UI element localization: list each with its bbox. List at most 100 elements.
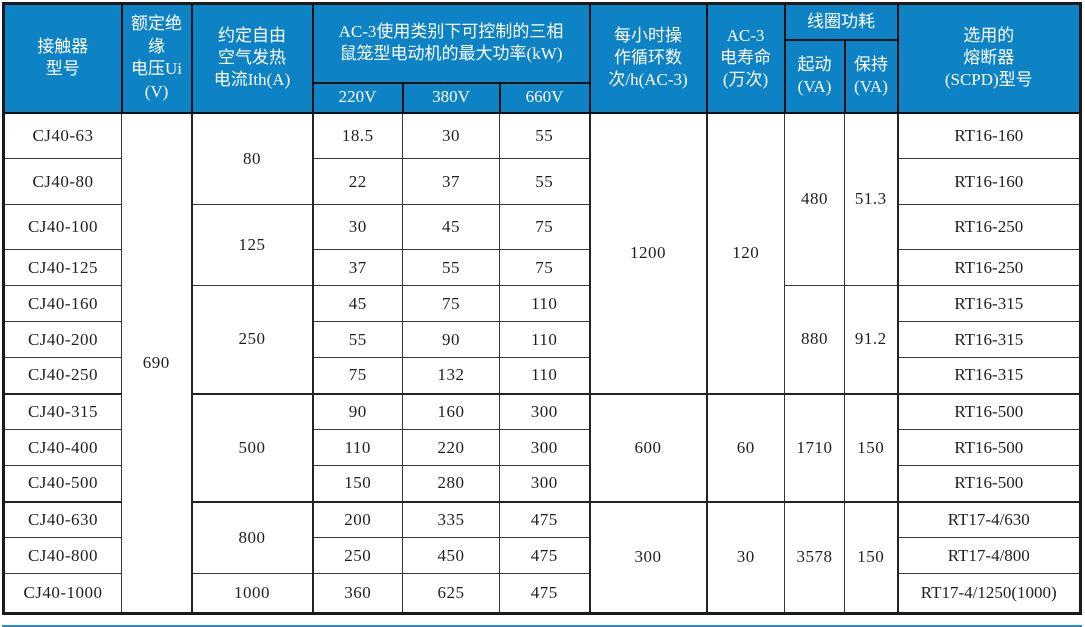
cell-model: CJ40-500 [3,465,122,502]
cell-fuse: RT16-500 [896,392,1082,430]
table-row: CJ40-400 110 220 300 RT16-500 [3,429,1082,466]
cell-power-220: 110 [311,429,403,466]
cell-power-380: 450 [402,537,500,574]
header-fuse: 选用的 熔断器 (SCPD)型号 [896,2,1082,114]
header-660v: 660V [498,81,591,114]
cell-model: CJ40-800 [3,537,122,574]
cell-thermal-current: 1000 [190,573,313,614]
cell-model: CJ40-400 [3,429,122,466]
cell-insulation-voltage: 690 [121,112,192,614]
cell-electrical-life: 60 [705,392,786,502]
cell-power-220: 30 [311,204,403,250]
cell-start-va: 3578 [784,500,846,614]
cell-cycles: 1200 [588,112,708,394]
table-row: CJ40-160 250 45 75 110 880 91.2 RT16-315 [3,285,1082,394]
cell-power-660: 110 [498,285,591,322]
cell-power-220: 360 [311,573,403,614]
header-380v: 380V [401,81,501,114]
table-row: CJ40-250 75 132 110 RT16-315 [3,357,1082,394]
header-coil-power: 线圈功耗 [783,2,899,41]
cell-power-380: 75 [402,285,500,322]
table-row: CJ40-630 800 200 335 475 300 30 3578 150… [3,500,1082,614]
table-row: CJ40-500 150 280 300 RT16-500 [3,465,1082,502]
cell-hold-va: 91.2 [844,285,899,394]
cell-power-660: 300 [498,429,591,466]
header-insulation-voltage: 额定绝缘 电压Ui (V) [120,2,193,114]
cell-fuse: RT16-315 [896,285,1082,322]
cell-start-va: 880 [784,285,846,394]
cell-hold-va: 51.3 [844,112,899,286]
cell-hold-va: 150 [844,500,899,614]
cell-cycles: 600 [588,392,708,502]
cell-power-380: 280 [402,465,500,502]
cell-power-660: 55 [498,158,591,205]
cell-power-660: 110 [498,357,591,394]
table-row: CJ40-1000 1000 360 625 475 RT17-4/1250(1… [3,573,1082,614]
cell-start-va: 480 [784,112,846,286]
cell-power-220: 75 [311,357,403,394]
cell-power-660: 475 [498,500,591,538]
table-row: CJ40-100 125 30 45 75 RT16-250 [3,204,1082,286]
table-row: CJ40-80 22 37 55 RT16-160 [3,158,1082,205]
cell-fuse: RT16-160 [896,112,1082,159]
table-row: CJ40-800 250 450 475 RT17-4/800 [3,537,1082,574]
cell-power-220: 22 [311,158,403,205]
cell-thermal-current: 250 [190,285,313,394]
table-row: CJ40-63 690 80 18.5 30 55 1200 120 480 5… [3,112,1082,614]
cell-power-660: 475 [498,573,591,614]
cell-power-660: 475 [498,537,591,574]
cell-power-220: 37 [311,249,403,286]
cell-power-380: 90 [402,321,500,358]
header-thermal-current: 约定自由 空气发热 电流Ith(A) [190,2,314,114]
cell-electrical-life: 30 [705,500,786,614]
cell-thermal-current: 800 [190,500,313,574]
cell-thermal-current: 500 [190,392,313,502]
cell-model: CJ40-160 [3,285,122,322]
cell-thermal-current: 125 [190,204,313,286]
cell-fuse: RT17-4/1250(1000) [896,573,1082,614]
cell-power-380: 160 [402,392,500,430]
header-ac3-power: AC-3使用类别下可控制的三相 鼠笼型电动机的最大功率(kW) [311,2,591,84]
table-row: CJ40-315 500 90 160 300 600 60 1710 150 … [3,392,1082,502]
cell-model: CJ40-200 [3,321,122,358]
cell-electrical-life: 120 [705,112,786,394]
cell-power-660: 75 [498,249,591,286]
cell-power-220: 45 [311,285,403,322]
cell-model: CJ40-1000 [3,573,122,614]
table-row: CJ40-200 55 90 110 RT16-315 [3,321,1082,358]
cell-model: CJ40-80 [3,158,122,205]
header-electrical-life: AC-3 电寿命 (万次) [705,2,786,114]
cell-power-220: 200 [311,500,403,538]
cell-power-220: 150 [311,465,403,502]
header-220v: 220V [311,81,404,114]
contactor-spec-table: 接触器 型号 额定绝缘 电压Ui (V) 约定自由 空气发热 电流Ith(A) … [2,2,1083,615]
cell-fuse: RT16-250 [896,204,1082,250]
cell-model: CJ40-63 [3,112,122,159]
cell-power-220: 18.5 [311,112,403,159]
cell-fuse: RT16-500 [896,465,1082,502]
cell-power-220: 90 [311,392,403,430]
cell-fuse: RT16-500 [896,429,1082,466]
cell-power-660: 300 [498,465,591,502]
cell-hold-va: 150 [844,392,899,502]
cell-fuse: RT16-250 [896,249,1082,286]
cell-model: CJ40-250 [3,357,122,394]
cell-model: CJ40-630 [3,500,122,538]
bottom-accent-line [2,625,1082,627]
cell-power-380: 625 [402,573,500,614]
cell-power-380: 37 [402,158,500,205]
cell-model: CJ40-100 [3,204,122,250]
cell-thermal-current: 80 [190,112,313,205]
cell-model: CJ40-125 [3,249,122,286]
cell-power-380: 30 [402,112,500,159]
header-model: 接触器 型号 [2,2,123,114]
table-row: CJ40-125 37 55 75 RT16-250 [3,249,1082,286]
cell-power-660: 300 [498,392,591,430]
cell-fuse: RT16-315 [896,357,1082,394]
cell-power-660: 55 [498,112,591,159]
cell-fuse: RT16-315 [896,321,1082,358]
header-start-va: 起动 (VA) [783,38,846,114]
cell-cycles: 300 [588,500,708,614]
cell-power-380: 220 [402,429,500,466]
